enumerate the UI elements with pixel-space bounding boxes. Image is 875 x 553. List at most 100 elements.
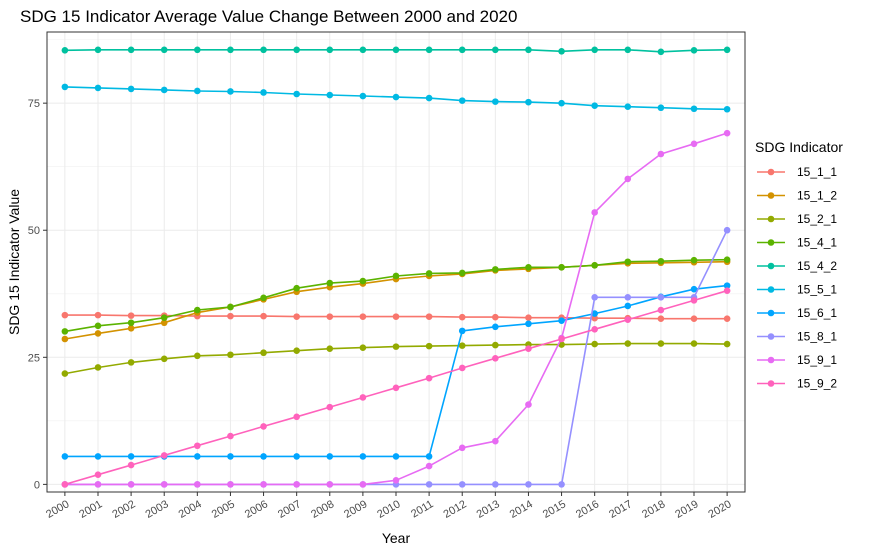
data-point: [525, 314, 532, 321]
data-point: [392, 93, 400, 101]
y-axis-title: SDG 15 Indicator Value: [6, 189, 22, 335]
data-point: [425, 374, 433, 382]
data-point: [591, 294, 598, 301]
data-point: [127, 481, 135, 488]
data-point: [260, 481, 267, 488]
data-point: [591, 314, 598, 322]
data-point: [227, 46, 234, 54]
data-point: [127, 453, 135, 460]
data-point: [326, 403, 334, 411]
y-tick-label: 0: [34, 479, 40, 491]
data-point: [690, 140, 698, 148]
data-point: [94, 453, 102, 460]
data-point: [425, 270, 433, 277]
series-15_9_2: [61, 287, 731, 488]
data-point: [591, 209, 598, 216]
data-point: [326, 46, 334, 54]
legend-key-point: [767, 239, 775, 246]
data-point: [591, 326, 598, 333]
data-point: [61, 311, 69, 319]
data-point: [160, 355, 168, 363]
data-point: [690, 256, 698, 264]
series-group: [61, 46, 731, 488]
legend-item-15_6_1: 15_6_1: [757, 306, 837, 320]
data-point: [723, 282, 731, 289]
data-point: [293, 46, 300, 54]
data-point: [624, 316, 632, 323]
legend-label: 15_4_2: [797, 259, 837, 273]
data-point: [657, 150, 665, 158]
data-point: [723, 46, 731, 54]
data-point: [293, 347, 300, 354]
data-point: [293, 284, 300, 292]
data-point: [458, 342, 466, 349]
data-point: [194, 306, 201, 314]
data-point: [425, 46, 433, 54]
data-point: [558, 264, 565, 271]
legend-key-point: [767, 168, 775, 176]
legend-label: 15_9_1: [797, 353, 837, 367]
data-point: [525, 345, 532, 352]
data-point: [690, 105, 698, 113]
data-point: [624, 103, 632, 111]
y-tick-label: 25: [28, 352, 40, 364]
legend-key-point: [767, 333, 775, 340]
legend-item-15_9_2: 15_9_2: [757, 377, 837, 391]
legend-item-15_1_2: 15_1_2: [757, 189, 837, 203]
data-point: [194, 453, 201, 460]
data-point: [525, 98, 532, 106]
data-point: [194, 481, 201, 488]
legend-item-15_9_1: 15_9_1: [757, 353, 837, 367]
data-point: [723, 226, 731, 234]
data-point: [425, 481, 433, 488]
data-point: [160, 319, 168, 327]
data-point: [492, 46, 499, 54]
data-point: [260, 453, 267, 460]
legend-item-15_1_1: 15_1_1: [757, 165, 837, 179]
data-point: [61, 481, 69, 488]
data-point: [492, 266, 499, 273]
data-point: [624, 302, 632, 310]
data-point: [690, 285, 698, 293]
data-point: [392, 343, 400, 350]
data-point: [425, 313, 433, 320]
data-point: [359, 46, 367, 54]
data-point: [293, 453, 300, 460]
data-point: [458, 444, 466, 452]
data-point: [94, 46, 102, 54]
data-point: [458, 327, 466, 335]
data-point: [591, 340, 598, 348]
data-point: [61, 328, 69, 335]
data-point: [392, 384, 400, 392]
data-point: [160, 46, 168, 54]
data-point: [558, 335, 565, 343]
data-point: [558, 317, 565, 325]
data-point: [492, 481, 499, 488]
data-point: [657, 257, 665, 265]
data-point: [260, 89, 267, 96]
data-point: [127, 325, 135, 332]
data-point: [260, 349, 267, 357]
data-point: [194, 46, 201, 54]
legend-item-15_2_1: 15_2_1: [757, 212, 837, 226]
data-point: [392, 313, 400, 320]
data-point: [94, 364, 102, 371]
legend-key-point: [767, 380, 775, 387]
data-point: [260, 294, 267, 302]
data-point: [690, 297, 698, 304]
data-point: [558, 99, 565, 107]
data-point: [591, 46, 598, 54]
data-point: [558, 481, 565, 488]
legend-label: 15_8_1: [797, 330, 837, 344]
data-point: [492, 437, 499, 445]
data-point: [94, 322, 102, 330]
data-point: [458, 481, 466, 488]
data-point: [293, 313, 300, 320]
data-point: [458, 313, 466, 321]
data-point: [458, 46, 466, 54]
data-point: [392, 453, 400, 460]
series-15_4_1: [61, 256, 731, 335]
data-point: [94, 481, 102, 488]
data-point: [227, 88, 234, 95]
